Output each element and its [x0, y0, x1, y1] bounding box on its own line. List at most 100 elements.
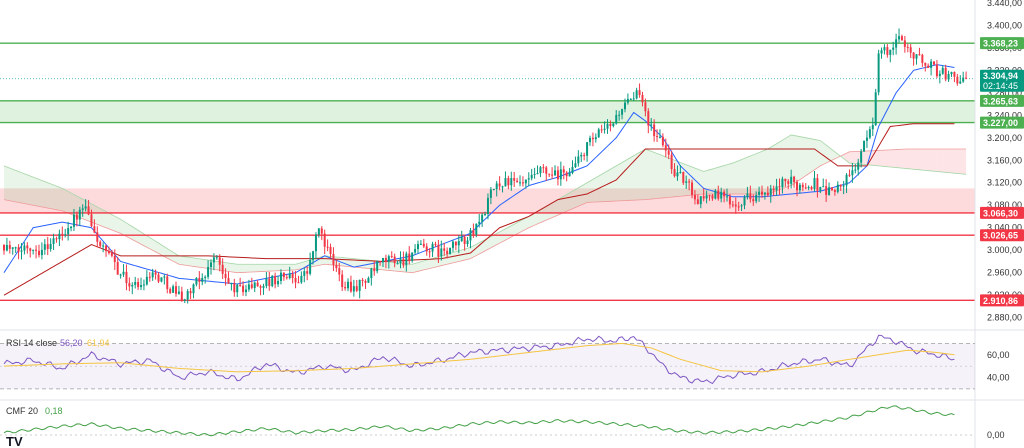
candle-body	[871, 125, 874, 130]
candle-body	[492, 188, 495, 190]
ichimoku-cloud-segment	[557, 196, 564, 216]
candle	[169, 287, 172, 295]
candle-body	[860, 151, 863, 163]
candle-body	[545, 167, 548, 174]
candle	[145, 270, 148, 286]
ichimoku-cloud-segment	[896, 149, 902, 169]
y-tick-label: 2.880,00	[987, 313, 1022, 323]
candle-body	[670, 154, 673, 170]
candle	[291, 270, 294, 284]
candle-body	[941, 67, 944, 74]
candle	[256, 280, 259, 287]
candle-body	[428, 251, 431, 253]
candle-body	[769, 188, 772, 196]
candle	[399, 251, 402, 269]
candle	[498, 176, 501, 191]
ichimoku-cloud-segment	[831, 149, 838, 161]
candle	[708, 194, 711, 201]
candle	[621, 108, 624, 120]
candle	[84, 199, 87, 212]
candle	[434, 241, 437, 248]
candle	[52, 233, 55, 250]
candle	[140, 277, 143, 291]
candle-body	[699, 196, 702, 205]
candle	[542, 164, 545, 173]
candle-body	[927, 65, 930, 68]
candle	[746, 186, 749, 200]
candle	[527, 172, 530, 187]
candle-body	[565, 172, 568, 177]
candle-body	[478, 221, 481, 224]
candle-body	[382, 258, 385, 263]
candle-body	[906, 46, 909, 48]
ichimoku-cloud-segment	[138, 230, 144, 246]
candle-body	[250, 284, 253, 288]
candle	[107, 246, 110, 255]
candle-body	[880, 50, 883, 54]
candle-body	[656, 136, 659, 138]
candle-body	[309, 259, 312, 274]
candle	[548, 173, 551, 178]
candle-body	[839, 184, 842, 187]
ichimoku-cloud-segment	[901, 149, 908, 169]
rsi-series-line-0	[3, 334, 955, 385]
candle	[463, 235, 466, 251]
candle	[268, 271, 271, 291]
ichimoku-cloud-segment	[289, 264, 296, 271]
candle-body	[215, 257, 218, 259]
candle-body	[84, 206, 87, 209]
candle-body	[317, 228, 320, 235]
candle	[472, 223, 475, 238]
candle	[536, 165, 539, 175]
ichimoku-cloud-segment	[960, 149, 967, 175]
candle	[647, 108, 650, 134]
candle	[335, 260, 338, 272]
ichimoku-cloud-segment	[62, 188, 69, 214]
candle	[253, 281, 256, 293]
candle	[656, 129, 659, 142]
candle	[113, 249, 116, 270]
candle	[653, 119, 656, 142]
candle-body	[653, 124, 656, 137]
candle-body	[454, 241, 457, 246]
rsi-legend-label: RSI 14 close	[6, 338, 57, 348]
candle	[702, 188, 705, 202]
candle	[142, 279, 145, 291]
level-label-bg	[980, 206, 1024, 219]
candle	[466, 236, 469, 247]
ichimoku-cloud-segment	[97, 206, 104, 227]
candle-body	[580, 154, 583, 157]
level-label-bg	[980, 229, 1024, 242]
candle	[848, 169, 851, 178]
candle-body	[848, 174, 851, 176]
candle-body	[749, 193, 752, 200]
ichimoku-cloud-segment	[622, 159, 628, 201]
candle	[880, 47, 883, 59]
candle	[728, 193, 731, 209]
candle-body	[349, 281, 352, 292]
candle	[411, 252, 414, 263]
candle-body	[933, 61, 936, 65]
candle-body	[583, 154, 586, 156]
candle	[166, 273, 169, 294]
candle-body	[469, 230, 472, 241]
ichimoku-cloud-segment	[522, 216, 529, 231]
candle	[352, 279, 355, 297]
candle-body	[110, 253, 113, 256]
candle	[807, 185, 810, 191]
candle-body	[647, 111, 650, 126]
candle-body	[37, 250, 40, 256]
candle-body	[422, 243, 425, 247]
candle-body	[434, 243, 437, 245]
candle	[294, 270, 297, 289]
ichimoku-cloud-segment	[936, 149, 943, 173]
candle	[134, 276, 137, 289]
candle-body	[46, 244, 49, 250]
candle	[688, 178, 691, 191]
ichimoku-cloud-segment	[254, 264, 261, 272]
ichimoku-cloud-segment	[27, 174, 34, 206]
candle-body	[457, 241, 460, 246]
candle	[151, 268, 154, 281]
countdown-label: 02:14:45	[983, 81, 1018, 91]
